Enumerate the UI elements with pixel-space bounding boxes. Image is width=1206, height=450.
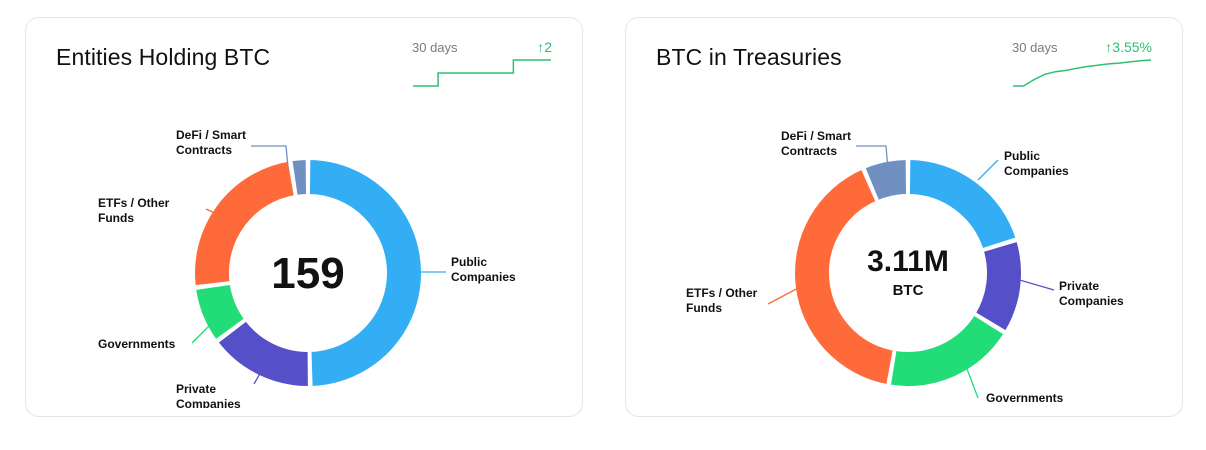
slice-governments[interactable] — [193, 282, 247, 342]
slice-public-companies[interactable] — [907, 157, 1018, 251]
card-title: BTC in Treasuries — [656, 44, 842, 70]
trend-widget[interactable]: 30 days ↑3.55% — [1012, 39, 1152, 92]
callout-line-private-companies — [1015, 278, 1055, 291]
slice-label-etfs-other-funds: ETFs / Other Funds — [98, 196, 170, 225]
trend-sparkline-line — [413, 59, 551, 87]
slice-label-defi-smart-contracts: DeFi / Smart Contracts — [781, 129, 851, 158]
callout-line-governments — [191, 317, 218, 344]
center-unit: BTC — [893, 282, 924, 299]
slice-label-governments: Governments — [98, 337, 176, 351]
slice-etfs-other-funds[interactable] — [793, 167, 895, 387]
trend-widget[interactable]: 30 days ↑2 — [412, 39, 552, 92]
trend-sparkline — [1013, 59, 1152, 87]
slice-label-private-companies: Private Companies — [176, 382, 241, 408]
slice-label-defi-smart-contracts: DeFi / Smart Contracts — [176, 128, 246, 157]
slice-defi-smart-contracts[interactable] — [863, 157, 909, 203]
slice-defi-smart-contracts[interactable] — [290, 157, 309, 197]
center-value: 159 — [271, 249, 344, 298]
trend-change: ↑3.55% — [1105, 39, 1152, 55]
slice-label-public-companies: Public Companies — [451, 255, 516, 284]
trend-sparkline — [413, 59, 551, 87]
slice-label-public-companies: Public Companies — [1004, 149, 1069, 178]
callout-line-etfs-other-funds — [767, 285, 803, 305]
callout-line-defi-smart-contracts — [856, 145, 889, 171]
callout-line-private-companies — [253, 355, 271, 385]
center-value: 3.11M — [867, 245, 949, 278]
card-title: Entities Holding BTC — [56, 44, 271, 70]
slice-label-etfs-other-funds: ETFs / Other Funds — [686, 286, 758, 315]
callout-line-governments — [963, 360, 979, 399]
slice-private-companies[interactable] — [973, 239, 1023, 333]
callout-line-etfs-other-funds — [205, 208, 237, 224]
trend-change: ↑2 — [537, 39, 552, 55]
trend-period: 30 days — [412, 40, 458, 55]
donut-chart: Public Companies Private Companies Governmen… — [686, 129, 1124, 405]
slice-private-companies[interactable] — [216, 319, 310, 388]
trend-period: 30 days — [1012, 40, 1058, 55]
slice-label-private-companies: Private Companies — [1059, 279, 1124, 308]
slice-label-governments: Governments — [986, 391, 1064, 405]
callout-line-public-companies — [977, 159, 999, 181]
callout-line-defi-smart-contracts — [251, 145, 289, 168]
btc-in-treasuries-card: BTC in Treasuries 30 days ↑3.55% Public C… — [625, 17, 1183, 417]
trend-sparkline-line — [1013, 59, 1152, 87]
slice-governments[interactable] — [888, 313, 1006, 388]
slice-public-companies[interactable] — [307, 157, 424, 388]
entities-holding-card: Entities Holding BTC 30 days ↑2 Public Co… — [25, 17, 583, 417]
slice-etfs-other-funds[interactable] — [193, 159, 296, 288]
donut-chart: Public Companies Private Companies Governmen… — [98, 128, 516, 408]
